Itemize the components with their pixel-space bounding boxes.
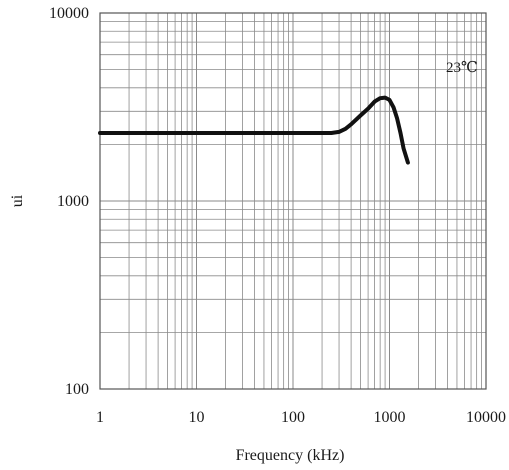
y-tick-label: 10000	[49, 5, 89, 22]
plot-frame	[99, 12, 487, 390]
y-tick-labels: 100 1000 10000	[49, 5, 89, 398]
series-group	[98, 95, 410, 165]
y-tick-label: 100	[65, 381, 89, 398]
y-tick-label: 1000	[57, 193, 89, 210]
grid	[99, 13, 486, 390]
y-axis-label: ui	[9, 194, 26, 207]
x-tick-label: 10	[189, 409, 205, 426]
x-tick-label: 1	[96, 409, 104, 426]
x-tick-label: 10000	[466, 409, 506, 426]
permeability-curve	[98, 95, 410, 165]
temperature-annotation: 23℃	[446, 60, 478, 76]
x-tick-label: 1000	[374, 409, 406, 426]
x-tick-label: 100	[281, 409, 305, 426]
x-tick-labels: 1 10 100 1000 10000	[96, 409, 506, 426]
x-axis-label: Frequency (kHz)	[236, 447, 345, 464]
